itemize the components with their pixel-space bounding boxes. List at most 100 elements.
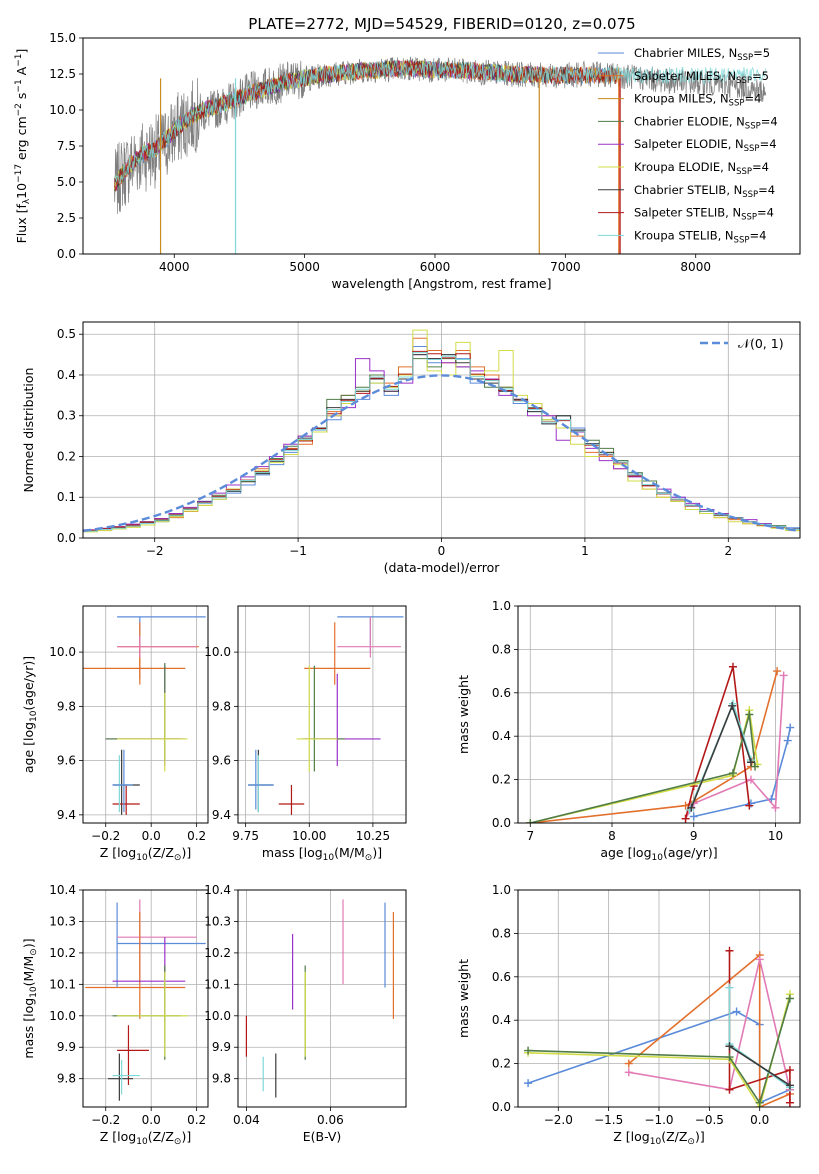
legend-entry: Kroupa ELODIE, NSSP=4 (634, 160, 769, 177)
legend-text: Salpeter ELODIE, N (634, 137, 744, 151)
x-tick-label: 7 (526, 829, 534, 843)
legend-sub: SSP (729, 99, 745, 109)
x-tick-label: 4000 (159, 260, 190, 274)
y-tick-label: 12.5 (49, 67, 76, 81)
x-tick-label: 10.25 (356, 829, 390, 843)
legend-sub: SSP (745, 121, 761, 131)
label-part: mass [log (21, 998, 36, 1059)
legend-tail: =4 (749, 228, 766, 242)
mass-weight-line (628, 953, 791, 1107)
mass-weight-line (729, 1045, 791, 1086)
x-tick-label: 0.0 (750, 1113, 769, 1127)
y-tick-label: 10.2 (204, 946, 231, 960)
legend-entry: Chabrier MILES, NSSP=5 (634, 46, 770, 63)
label-part: ⊙ (365, 853, 373, 863)
label-part: (age/yr)] (21, 656, 36, 711)
label-part: )] (181, 1129, 191, 1144)
x-axis-label: mass [log10​(M/M⊙​)] (262, 845, 382, 863)
x-tick-label: 0.2 (187, 1113, 206, 1127)
axes-frame (82, 605, 209, 824)
y-tick-label: 10.3 (49, 914, 76, 928)
mass-weight-marker (746, 775, 755, 784)
label-part: ] (14, 49, 29, 54)
label-part: (Z/Z (661, 1129, 687, 1144)
y-tick-label: 9.6 (57, 754, 76, 768)
panel-mass_weight_vs_z: −2.0 −1.5 −1.0 −0.5 0.0 0.0 0.2 0.4 0.6 0.8 1.0 Z [… (456, 883, 801, 1147)
mass-weight-marker (779, 671, 788, 680)
label-part: (Z/Z (148, 845, 174, 860)
y-tick-label: 10.0 (49, 103, 76, 117)
model-spectrum-line (113, 60, 618, 188)
x-tick-label: −1.5 (594, 1113, 623, 1127)
x-tick-label: −2 (146, 544, 164, 558)
panel-mass_weight_vs_age: 7 8 9 10 0.0 0.2 0.4 0.6 0.8 1.0 age [log10​(age/y… (456, 599, 801, 863)
y-tick-label: 10.0 (204, 1009, 231, 1023)
mass-weight-marker (728, 769, 737, 778)
panel-mass_vs_z: −0.2 0.0 0.2 9.8 9.9 10.0 10.1 10.2 10.3 10.4 Z [l… (21, 883, 209, 1147)
y-tick-label: 10.2 (49, 946, 76, 960)
legend-sub: SSP (744, 144, 760, 154)
axes-frame (237, 889, 407, 1108)
legend-tail: =5 (753, 46, 770, 60)
legend-sub: SSP (742, 190, 758, 200)
x-tick-label: −0.5 (695, 1113, 724, 1127)
y-axis-label: mass [log10​(M/M⊙​)] (21, 938, 39, 1058)
label-part: ⊙ (29, 948, 39, 956)
x-tick-label: 5000 (289, 260, 320, 274)
y-tick-label: 0.4 (492, 729, 511, 743)
label-part: age [log (600, 845, 651, 860)
x-tick-label: 1 (581, 544, 589, 558)
mass-weight-marker (725, 1042, 734, 1051)
x-tick-label: 9.75 (232, 829, 259, 843)
y-tick-label: 0.8 (492, 926, 511, 940)
y-tick-label: 10.1 (49, 977, 76, 991)
y-tick-label: 9.8 (212, 699, 231, 713)
label-part: (age/yr)] (663, 845, 718, 860)
y-tick-label: 9.9 (57, 1040, 76, 1054)
legend-entry: Kroupa STELIB, NSSP=4 (634, 228, 766, 245)
plot-area-residuals (83, 329, 800, 538)
y-tick-label: 10.4 (49, 883, 76, 897)
legend-tail: =4 (744, 92, 761, 106)
y-tick-label: 9.9 (212, 1040, 231, 1054)
label-part: (Z/Z (148, 1129, 174, 1144)
legend-text: Salpeter STELIB, N (634, 206, 741, 220)
mass-weight-marker (725, 1053, 734, 1062)
mass-weight-marker (745, 710, 754, 719)
y-axis-label: mass weight (456, 675, 471, 754)
y-tick-label: 9.4 (57, 808, 76, 822)
legend-tail: =4 (760, 137, 777, 151)
y-tick-label: 2.5 (57, 211, 76, 225)
x-tick-label: 0.2 (187, 829, 206, 843)
panel-age_vs_mass: 9.75 10.00 10.25 9.4 9.6 9.8 10.0 mass [log10​(… (204, 605, 407, 863)
label-part: )] (372, 845, 382, 860)
x-tick-label: −2.0 (544, 1113, 573, 1127)
mass-weight-marker (526, 819, 535, 823)
mass-weight-marker (624, 1068, 633, 1077)
label-part: Z [log (100, 845, 136, 860)
label-part: Z [log (613, 1129, 649, 1144)
y-axis-label: mass weight (456, 959, 471, 1038)
mass-weight-line (688, 701, 752, 811)
legend-text: Chabrier MILES, N (634, 46, 737, 60)
legend-tail: =4 (752, 160, 769, 174)
legend-entry: 𝒩(0, 1) (738, 336, 784, 351)
legend-text: Salpeter MILES, N (634, 69, 736, 83)
label-part: (data-model)/error (384, 560, 501, 575)
x-tick-label: 7000 (550, 260, 581, 274)
y-tick-label: 9.8 (57, 699, 76, 713)
label-part: A (14, 66, 29, 79)
legend-tail: =4 (757, 206, 774, 220)
x-tick-label: 0.0 (142, 829, 161, 843)
mass-weight-marker (728, 662, 737, 671)
y-tick-label: 10.1 (204, 977, 231, 991)
x-axis-label: E(B-V) (303, 1129, 342, 1144)
panel-mass_vs_ebv: 0.04 0.06 9.8 9.9 10.0 10.1 10.2 10.3 10.4 E(B-V) (204, 883, 407, 1144)
mass-weight-marker (681, 814, 690, 823)
mass-weight-marker (746, 758, 755, 767)
mass-weight-marker (725, 946, 734, 955)
label-part: ⊙ (174, 1137, 182, 1147)
y-tick-label: 0.4 (57, 368, 76, 382)
y-tick-label: 0.1 (57, 490, 76, 504)
